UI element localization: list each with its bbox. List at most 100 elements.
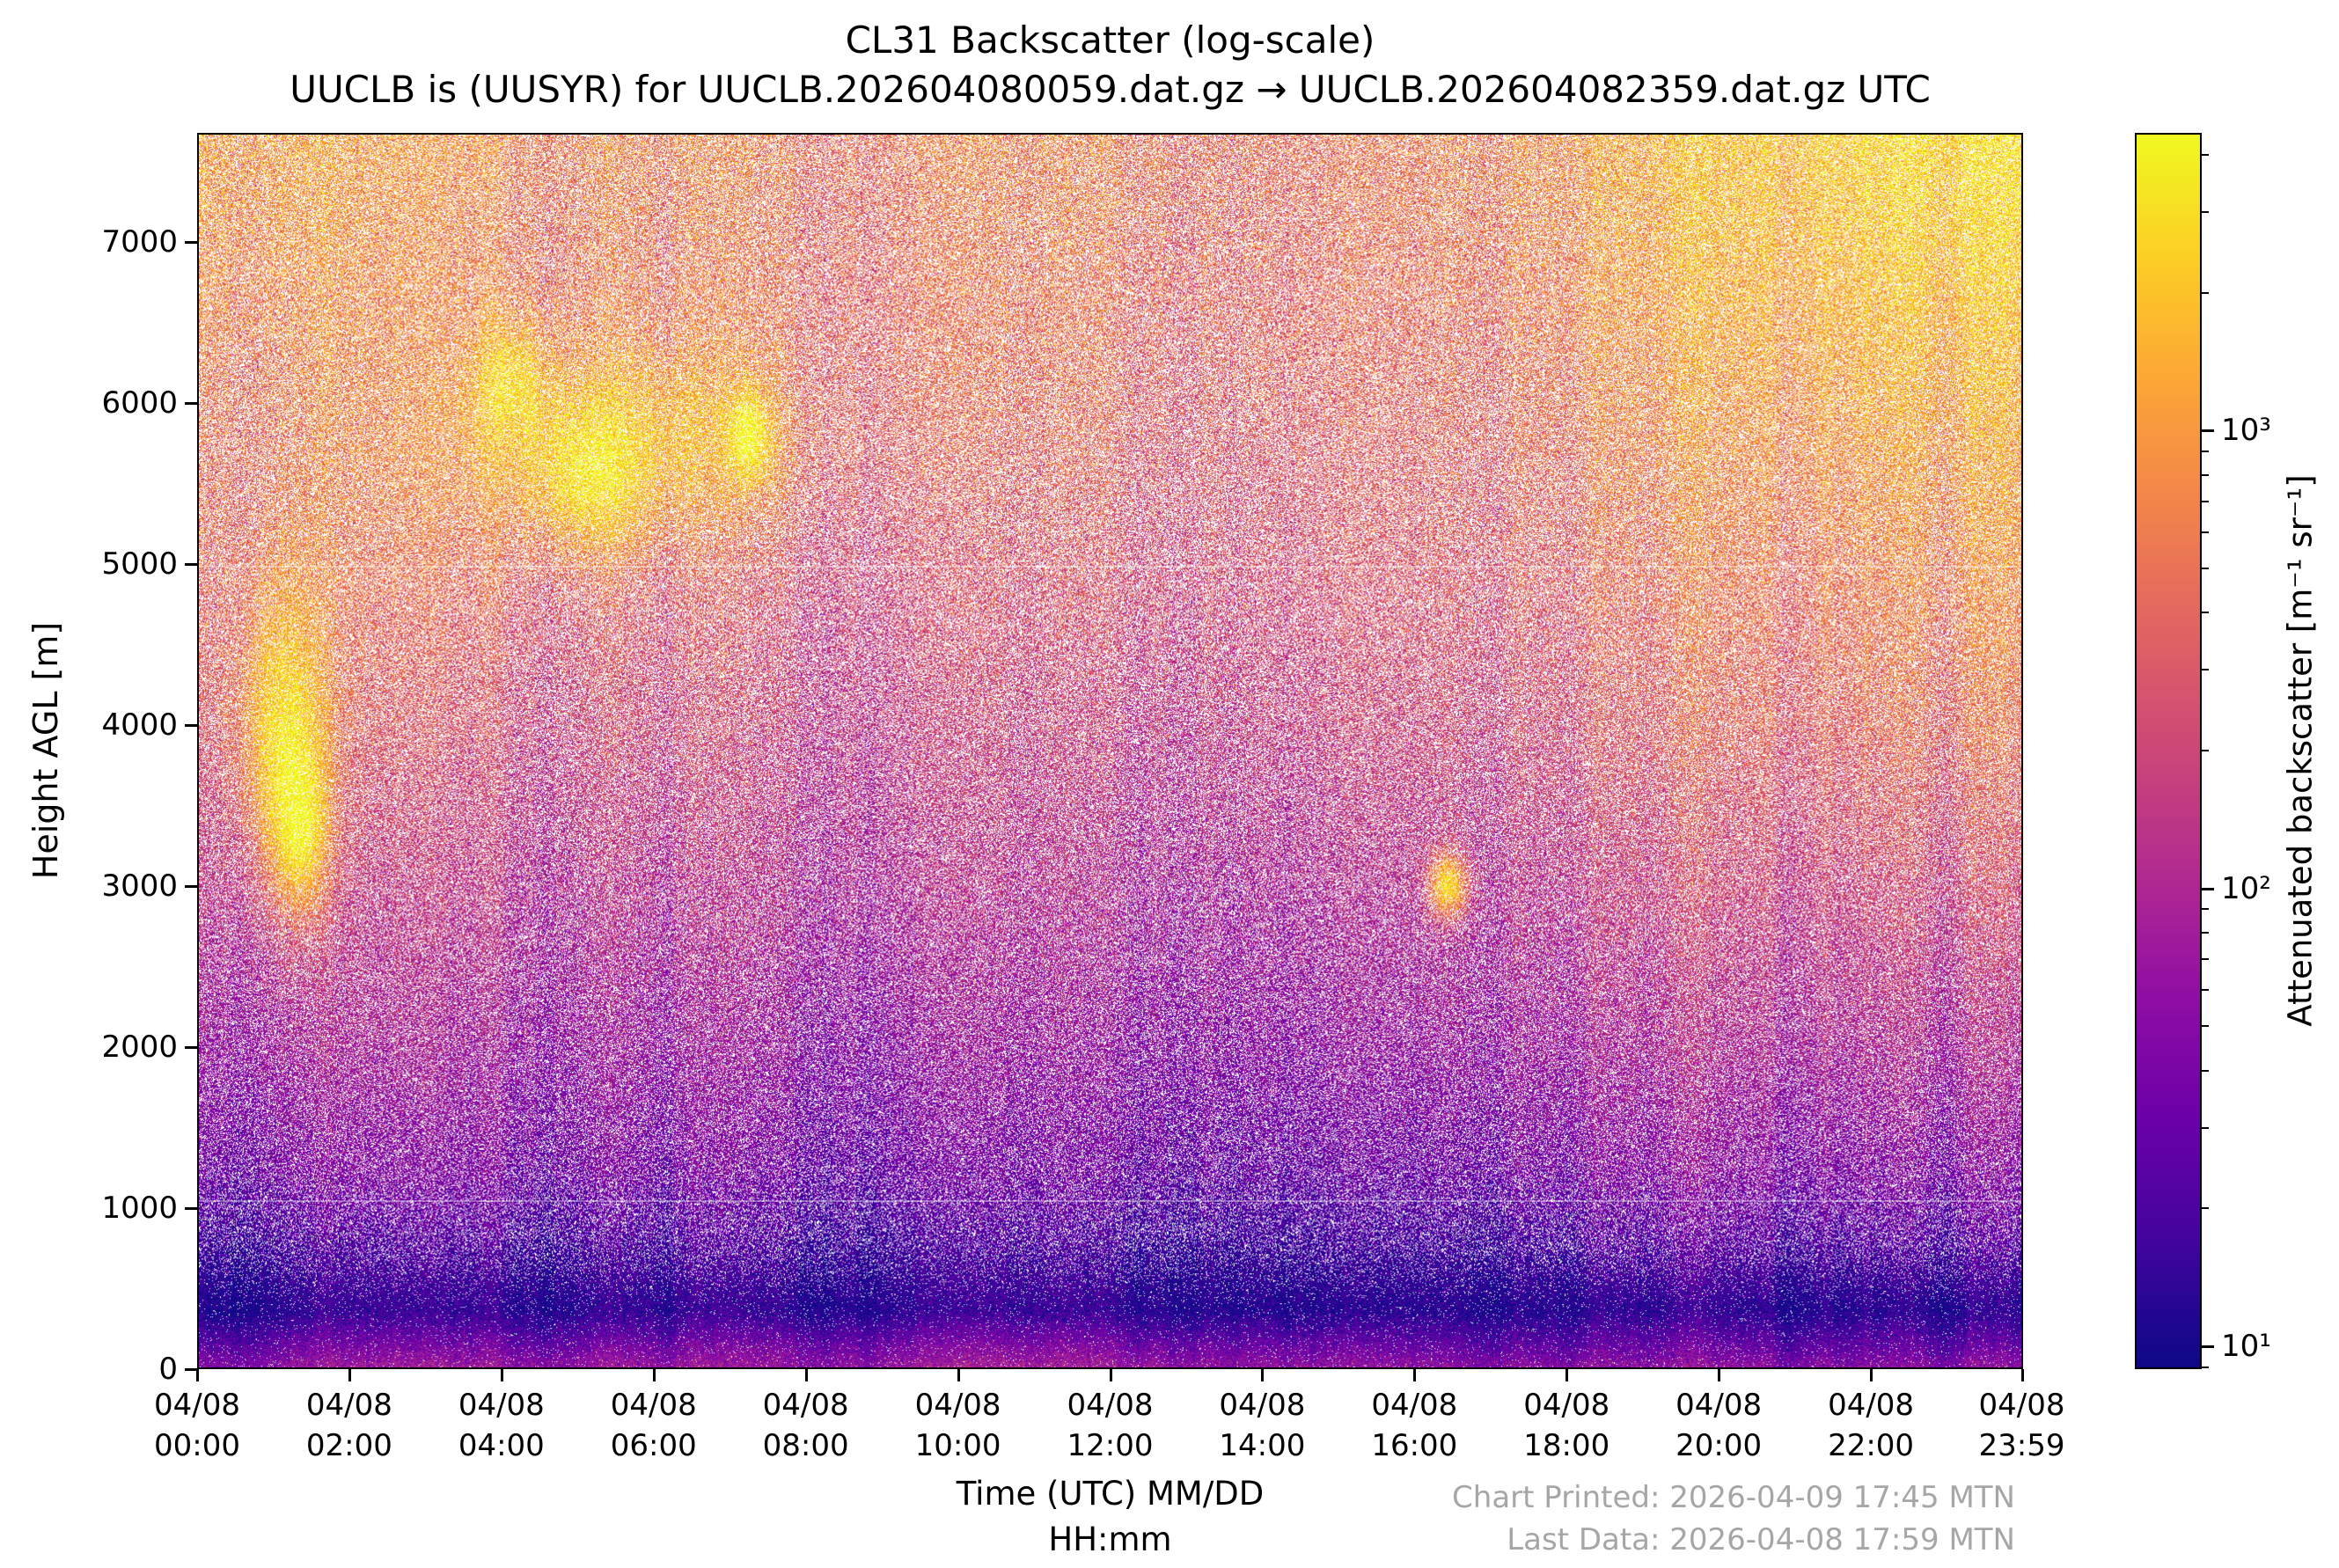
- x-tick-time: 06:00: [610, 1428, 697, 1463]
- x-tick-time: 20:00: [1675, 1428, 1763, 1463]
- colorbar-minor-tick-mark: [2202, 749, 2209, 751]
- x-tick-label: 04/08 10:00: [870, 1385, 1046, 1466]
- x-tick-time: 18:00: [1523, 1428, 1610, 1463]
- x-tick-label: 04/08 20:00: [1631, 1385, 1807, 1466]
- x-tick-mark: [196, 1369, 199, 1381]
- y-tick-label: 0: [158, 1352, 178, 1387]
- colorbar-minor-tick-mark: [2202, 153, 2209, 156]
- y-tick-label: 4000: [101, 707, 178, 744]
- x-tick-mark: [1718, 1369, 1721, 1381]
- x-tick-label: 04/08 12:00: [1023, 1385, 1199, 1466]
- x-tick-mark: [1261, 1369, 1265, 1381]
- x-tick-time: 00:00: [154, 1428, 240, 1463]
- colorbar-major-tick-mark: [2202, 429, 2214, 433]
- y-tick-mark: [185, 563, 197, 567]
- x-tick-time: 08:00: [762, 1428, 849, 1463]
- colorbar-minor-tick-mark: [2202, 531, 2209, 533]
- x-axis-label-line1: Time (UTC) MM/DD: [956, 1475, 1265, 1513]
- y-tick-label: 7000: [101, 224, 178, 260]
- colorbar-minor-tick-mark: [2202, 567, 2209, 569]
- colorbar-tick-label: 10¹: [2221, 1328, 2271, 1364]
- colorbar: [2135, 133, 2202, 1369]
- footer-chart-printed: Chart Printed: 2026-04-09 17:45 MTN: [1452, 1480, 2015, 1515]
- title-block: CL31 Backscatter (log-scale) UUCLB is (U…: [197, 16, 2023, 114]
- x-tick-label: 04/08 00:00: [109, 1385, 285, 1466]
- footer-block: Chart Printed: 2026-04-09 17:45 MTN Last…: [1452, 1476, 2015, 1561]
- colorbar-minor-tick-mark: [2202, 1366, 2209, 1368]
- x-tick-time: 14:00: [1219, 1428, 1306, 1463]
- x-tick-date: 04/08: [305, 1388, 392, 1423]
- x-tick-label: 04/08 08:00: [718, 1385, 894, 1466]
- x-tick-date: 04/08: [458, 1388, 545, 1423]
- x-tick-date: 04/08: [1371, 1388, 1458, 1423]
- chart-title: CL31 Backscatter (log-scale): [845, 18, 1375, 62]
- x-tick-mark: [652, 1369, 656, 1381]
- x-tick-label: 04/08 02:00: [261, 1385, 437, 1466]
- y-tick-label: 5000: [101, 546, 178, 583]
- colorbar-minor-tick-mark: [2202, 958, 2209, 961]
- x-tick-date: 04/08: [154, 1388, 240, 1423]
- x-tick-mark: [804, 1369, 808, 1381]
- x-tick-time: 02:00: [305, 1428, 392, 1463]
- colorbar-minor-tick-mark: [2202, 1025, 2209, 1028]
- x-tick-label: 04/08 16:00: [1326, 1385, 1502, 1466]
- chart-subtitle: UUCLB is (UUSYR) for UUCLB.202604080059.…: [290, 68, 1931, 111]
- colorbar-minor-tick-mark: [2202, 932, 2209, 934]
- x-tick-date: 04/08: [1828, 1388, 1915, 1423]
- x-axis-label-line2: HH:mm: [1048, 1520, 1172, 1558]
- x-tick-time: 10:00: [914, 1428, 1001, 1463]
- colorbar-minor-tick-mark: [2202, 473, 2209, 476]
- colorbar-minor-tick-mark: [2202, 1126, 2209, 1129]
- heatmap-canvas: [199, 135, 2021, 1367]
- x-tick-label: 04/08 23:59: [1934, 1385, 2110, 1466]
- x-tick-mark: [1870, 1369, 1873, 1381]
- colorbar-minor-tick-mark: [2202, 1069, 2209, 1072]
- x-tick-label: 04/08 18:00: [1478, 1385, 1654, 1466]
- x-tick-label: 04/08 22:00: [1783, 1385, 1959, 1466]
- x-tick-date: 04/08: [610, 1388, 697, 1423]
- colorbar-minor-tick-mark: [2202, 612, 2209, 614]
- x-tick-mark: [957, 1369, 960, 1381]
- artifact-line: [199, 1200, 2021, 1203]
- y-tick-mark: [185, 1046, 197, 1050]
- y-tick-label: 6000: [101, 385, 178, 421]
- x-tick-label: 04/08 04:00: [414, 1385, 590, 1466]
- x-tick-time: 22:00: [1828, 1428, 1915, 1463]
- x-tick-date: 04/08: [914, 1388, 1001, 1423]
- x-axis-label: Time (UTC) MM/DD HH:mm: [197, 1471, 2023, 1563]
- colorbar-minor-tick-mark: [2202, 451, 2209, 453]
- x-tick-date: 04/08: [762, 1388, 849, 1423]
- y-tick-mark: [185, 1207, 197, 1210]
- y-tick-mark: [185, 241, 197, 245]
- x-tick-time: 12:00: [1067, 1428, 1154, 1463]
- colorbar-minor-tick-mark: [2202, 291, 2209, 294]
- heatmap-plot: [197, 133, 2023, 1369]
- colorbar-minor-tick-mark: [2202, 669, 2209, 671]
- colorbar-canvas: [2137, 135, 2200, 1367]
- x-tick-mark: [1413, 1369, 1417, 1381]
- x-tick-mark: [2020, 1369, 2024, 1381]
- colorbar-minor-tick-mark: [2202, 210, 2209, 213]
- artifact-line: [199, 566, 2021, 568]
- x-tick-mark: [1565, 1369, 1569, 1381]
- x-tick-date: 04/08: [1978, 1388, 2065, 1423]
- colorbar-minor-tick-mark: [2202, 500, 2209, 502]
- x-tick-label: 04/08 06:00: [566, 1385, 742, 1466]
- colorbar-label: Attenuated backscatter [m⁻¹ sr⁻¹]: [2281, 474, 2320, 1027]
- footer-last-data: Last Data: 2026-04-08 17:59 MTN: [1507, 1522, 2015, 1557]
- x-tick-label: 04/08 14:00: [1174, 1385, 1350, 1466]
- colorbar-major-tick-mark: [2202, 887, 2214, 890]
- y-tick-mark: [185, 1368, 197, 1371]
- x-tick-time: 04:00: [458, 1428, 545, 1463]
- x-tick-date: 04/08: [1219, 1388, 1306, 1423]
- x-tick-mark: [348, 1369, 351, 1381]
- y-tick-mark: [185, 885, 197, 889]
- x-tick-time: 23:59: [1978, 1428, 2065, 1463]
- x-tick-date: 04/08: [1523, 1388, 1610, 1423]
- y-tick-mark: [185, 724, 197, 728]
- y-tick-label: 3000: [101, 868, 178, 905]
- y-tick-label: 2000: [101, 1029, 178, 1066]
- colorbar-minor-tick-mark: [2202, 908, 2209, 911]
- y-tick-label: 1000: [101, 1191, 178, 1226]
